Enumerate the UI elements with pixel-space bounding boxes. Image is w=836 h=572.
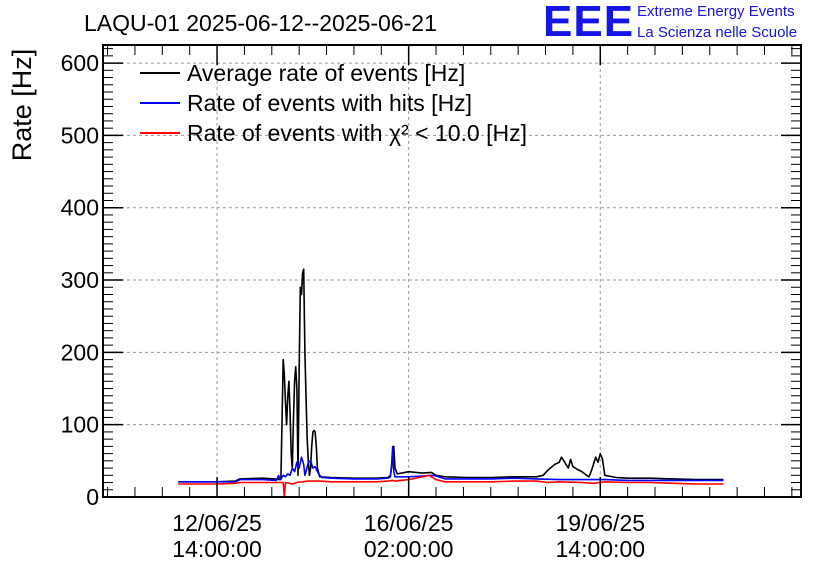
legend-label-2: Rate of events with hits [Hz] — [187, 90, 472, 116]
y-tick-label: 100 — [61, 412, 99, 438]
grid-lines — [103, 45, 801, 497]
x-tick-label-time: 14:00:00 — [556, 536, 646, 562]
x-tick-label-date: 16/06/25 — [364, 510, 454, 536]
eee-logo-mark: EEE — [543, 0, 635, 46]
plot-frame — [102, 44, 802, 498]
series-line-2 — [178, 445, 724, 483]
y-tick-label: 400 — [61, 195, 99, 221]
y-tick-label: 600 — [61, 50, 99, 76]
y-tick-label: 200 — [61, 339, 99, 365]
logo-subtitle-1: Extreme Energy Events — [637, 3, 795, 20]
y-tick-label: 500 — [61, 122, 99, 148]
series-layer — [178, 268, 724, 498]
legend: Average rate of events [Hz] Rate of event… — [140, 60, 527, 146]
legend-label-1: Average rate of events [Hz] — [187, 60, 465, 86]
logo-subtitle-2: La Scienza nelle Scuole — [637, 24, 798, 41]
y-tick-label: 0 — [86, 484, 99, 510]
y-axis-label: Rate [Hz] — [7, 49, 37, 162]
legend-label-3: Rate of events with χ² < 10.0 [Hz] — [187, 120, 527, 146]
x-tick-label-time: 02:00:00 — [364, 536, 454, 562]
y-tick-label: 300 — [61, 267, 99, 293]
series-line-3 — [178, 474, 724, 498]
x-tick-labels: 12/06/2514:00:0016/06/2502:00:0019/06/25… — [172, 510, 645, 562]
chart-title: LAQU-01 2025-06-12--2025-06-21 — [84, 10, 437, 36]
x-tick-label-date: 19/06/25 — [556, 510, 646, 536]
axis-ticks — [103, 45, 801, 498]
x-tick-label-time: 14:00:00 — [172, 536, 262, 562]
y-tick-labels: 0 100 200 300 400 500 600 — [61, 50, 99, 510]
x-tick-label-date: 12/06/25 — [172, 510, 262, 536]
series-line-1 — [178, 268, 724, 483]
